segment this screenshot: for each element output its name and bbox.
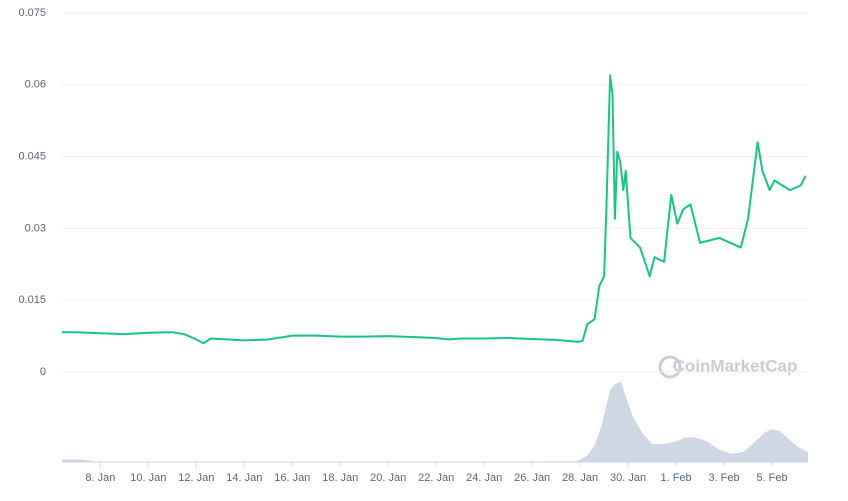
watermark-logo (658, 355, 682, 379)
x-tick-label: 5. Feb (756, 472, 787, 484)
x-tick-label: 12. Jan (178, 472, 214, 484)
x-tick-label: 16. Jan (274, 472, 310, 484)
y-tick-label: 0.06 (25, 79, 46, 91)
x-tick-label: 26. Jan (514, 472, 550, 484)
x-tick-label: 18. Jan (322, 472, 358, 484)
x-tick-label: 24. Jan (466, 472, 502, 484)
x-tick-label: 8. Jan (85, 472, 115, 484)
volume-area (62, 381, 808, 462)
y-tick-label: 0.015 (18, 294, 46, 306)
y-tick-label: 0.03 (25, 222, 46, 234)
x-tick-label: 3. Feb (708, 472, 739, 484)
x-tick-label: 1. Feb (660, 472, 691, 484)
x-tick-label: 14. Jan (226, 472, 262, 484)
y-tick-label: 0 (40, 366, 46, 378)
x-tick-label: 30. Jan (610, 472, 646, 484)
x-tick-label: 28. Jan (562, 472, 598, 484)
y-tick-label: 0.075 (18, 7, 46, 19)
watermark: CoinMarketCap (673, 356, 798, 375)
x-tick-label: 20. Jan (370, 472, 406, 484)
x-tick-label: 22. Jan (418, 472, 454, 484)
y-tick-label: 0.045 (18, 151, 46, 163)
price-line (62, 74, 807, 345)
x-tick-label: 10. Jan (130, 472, 166, 484)
